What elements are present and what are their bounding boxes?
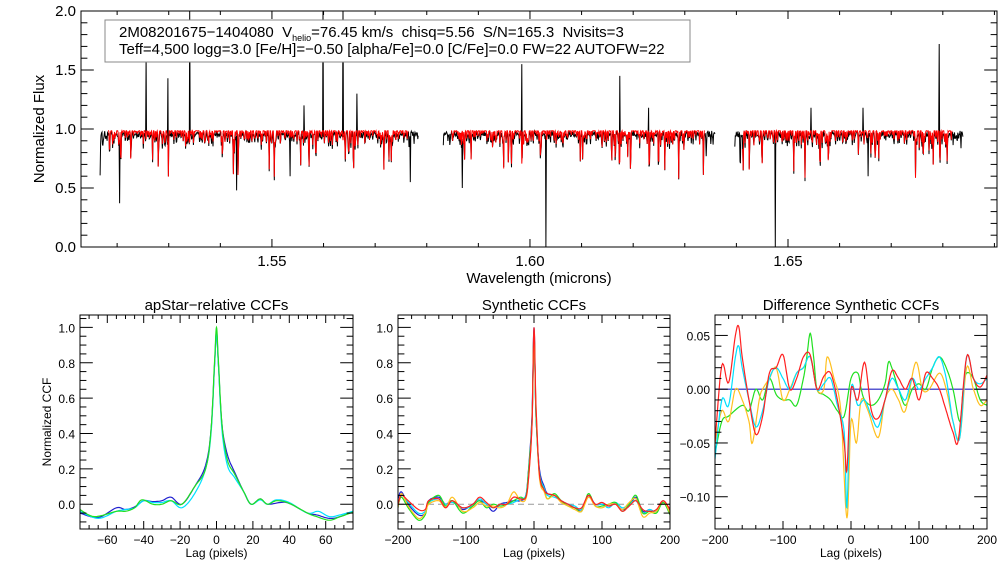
x-tick-label: 40: [283, 533, 297, 547]
x-tick-label: −200: [701, 533, 728, 547]
info-line1-id: 2M08201675−1404080: [119, 24, 282, 41]
ccf-line-yellow: [715, 355, 987, 519]
y-tick-label: 0.4: [376, 427, 393, 441]
y-tick-label: 0.05: [687, 329, 711, 343]
y-tick-label: 1.0: [55, 121, 76, 138]
y-tick-label: 0.0: [58, 498, 75, 512]
ccf-line-cyan: [398, 336, 670, 515]
panel-title: Difference Synthetic CCFs: [763, 297, 939, 314]
ticks: [397, 315, 671, 529]
ticks: [79, 315, 354, 529]
x-tick-label: −20: [170, 533, 191, 547]
x-tick-label: −100: [769, 533, 796, 547]
y-tick-label: 0.8: [58, 357, 75, 371]
plot-area: [80, 325, 353, 521]
plot-panel-1: −60 −40 −20 0 20 40 60 0.0 0.2 0.4 0.6 0.8 1.0 apStar…: [40, 297, 354, 560]
ticks: [81, 10, 997, 248]
x-tick-label: 100: [592, 533, 612, 547]
x-axis-label: Lag (pixels): [820, 546, 882, 560]
ccf-line-visit-2: [80, 330, 353, 520]
y-tick-label: −0.05: [680, 437, 711, 451]
model-spectrum-segment-2: [742, 128, 953, 178]
y-tick-label: 1.0: [58, 321, 75, 335]
plot-area: [715, 324, 987, 519]
y-tick-label: 1.0: [376, 321, 393, 335]
y-tick-label: 1.5: [55, 62, 76, 79]
x-tick-label: −40: [134, 533, 155, 547]
y-axis-label: Normalized Flux: [31, 74, 48, 183]
x-tick-label: 60: [319, 533, 333, 547]
x-tick-label: 200: [977, 533, 997, 547]
x-tick-label: 1.65: [773, 253, 802, 270]
y-tick-label: 0.0: [376, 498, 393, 512]
info-line1-sub: helio: [292, 33, 311, 43]
y-tick-label: 0.00: [687, 383, 711, 397]
ccf-line-red: [398, 327, 670, 512]
x-axis-label: Wavelength (microns): [466, 270, 611, 287]
ccf-line-green: [398, 332, 670, 522]
info-line-2: Teff=4,500 logg=3.0 [Fe/H]=−0.50 [alpha/…: [119, 41, 665, 58]
y-tick-label: 0.5: [55, 180, 76, 197]
ccf-line-red: [715, 324, 987, 474]
y-tick-label: 2.0: [55, 3, 76, 20]
panel-title: apStar−relative CCFs: [145, 297, 289, 314]
info-line1-v: V: [282, 24, 292, 41]
observed-spectrum-segment-1: [442, 64, 716, 247]
y-tick-label: 0.2: [376, 463, 393, 477]
ccf-line-green: [715, 332, 987, 454]
y-tick-label: 0.6: [58, 392, 75, 406]
plot-panel-3: −200 −100 0 100 200 −0.10 −0.05 0.00 0.05 Differe…: [680, 297, 998, 560]
plot-area: [99, 11, 964, 247]
ccf-line-yellow: [398, 337, 670, 520]
x-tick-label: 20: [246, 533, 260, 547]
x-tick-label: 100: [909, 533, 929, 547]
x-tick-label: 0: [213, 533, 220, 547]
plot-frame: [79, 314, 354, 530]
panel-title: Synthetic CCFs: [482, 297, 586, 314]
y-tick-label: 0.2: [58, 463, 75, 477]
x-tick-label: 1.55: [257, 253, 286, 270]
info-line1-rest: =76.45 km/s chisq=5.56 S/N=165.3 Nvisits…: [311, 24, 624, 41]
plot-area: [398, 327, 670, 522]
model-spectrum-segment-0: [108, 129, 409, 177]
y-tick-label: −0.10: [680, 491, 711, 505]
y-axis-label: Normalized CCF: [40, 378, 54, 467]
x-tick-label: −60: [97, 533, 118, 547]
y-tick-label: 0.6: [376, 392, 393, 406]
ccf-line-blue: [398, 327, 670, 517]
y-tick-label: 0.8: [376, 357, 393, 371]
ccf-line-visit-1: [80, 328, 353, 520]
x-tick-label: 0: [531, 533, 538, 547]
info-box-frame: [104, 19, 691, 63]
x-tick-label: 1.60: [515, 253, 544, 270]
x-axis-label: Lag (pixels): [185, 546, 247, 560]
x-tick-label: 200: [660, 533, 680, 547]
model-spectrum-segment-1: [451, 128, 705, 179]
y-tick-label: 0.4: [58, 427, 75, 441]
x-tick-label: −200: [384, 533, 411, 547]
x-tick-label: 0: [848, 533, 855, 547]
ccf-line-cyan: [715, 345, 987, 510]
ticks: [714, 315, 988, 530]
ccf-line-visit-3: [80, 325, 353, 521]
plot-panel-2: −200 −100 0 100 200 0.0 0.2 0.4 0.6 0.8 1.0 Synthet…: [376, 297, 680, 560]
info-box: 2M08201675−1404080 Vhelio=76.45 km/s chi…: [104, 19, 691, 63]
plot-panel-0: 1.55 1.60 1.65 0.0 0.5 1.0 1.5 2.0 2M08201675−14…: [31, 3, 998, 287]
x-axis-label: Lag (pixels): [503, 546, 565, 560]
info-line-1: 2M08201675−1404080 Vhelio=76.45 km/s chi…: [119, 24, 624, 43]
y-tick-label: 0.0: [55, 239, 76, 256]
x-tick-label: −100: [452, 533, 479, 547]
